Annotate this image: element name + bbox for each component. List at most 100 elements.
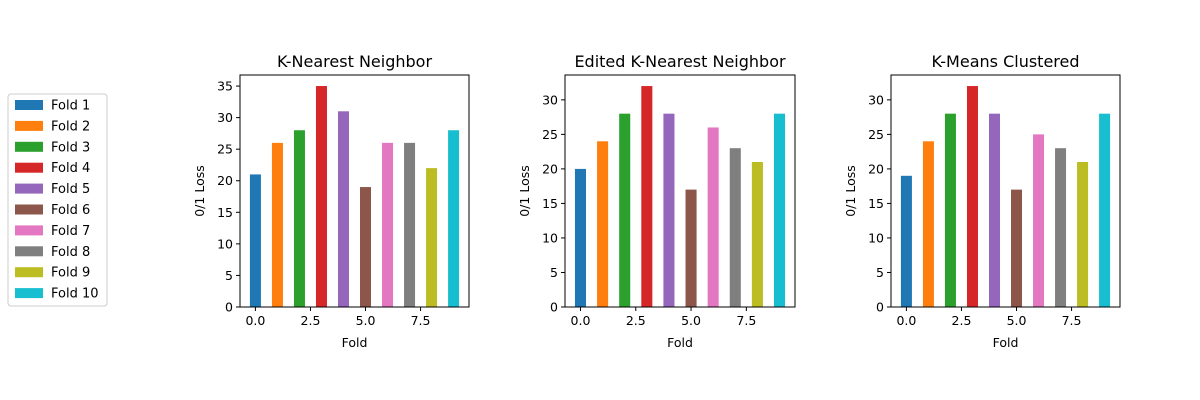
y-axis-label: 0/1 Loss (192, 165, 207, 217)
x-tick-label: 5.0 (356, 313, 376, 328)
bar (663, 113, 675, 308)
x-tick-label: 5.0 (681, 313, 701, 328)
y-tick-label: 5 (550, 265, 558, 280)
y-tick-label: 20 (217, 173, 233, 188)
legend-swatch (15, 267, 43, 278)
bar (404, 142, 416, 307)
x-tick-label: 7.5 (736, 313, 756, 328)
bar (574, 168, 587, 307)
legend-swatch (15, 100, 43, 110)
y-tick-label: 35 (217, 79, 233, 94)
y-tick-label: 15 (868, 196, 884, 211)
bar (1055, 148, 1067, 307)
x-tick-label: 2.5 (301, 313, 321, 328)
legend-entry: Fold 5 (51, 182, 90, 197)
y-tick-label: 20 (868, 161, 884, 176)
x-tick-label: 7.5 (1062, 313, 1082, 328)
legend-swatch (15, 246, 43, 257)
y-tick-label: 30 (217, 110, 233, 125)
x-tick-label: 0.0 (571, 313, 591, 328)
y-tick-label: 10 (217, 236, 233, 251)
bar (966, 86, 978, 307)
legend-entry: Fold 1 (51, 99, 90, 114)
legend-entry: Fold 3 (51, 140, 90, 155)
bar (1011, 189, 1023, 307)
y-tick-label: 25 (542, 127, 558, 142)
y-tick-label: 0 (225, 300, 233, 315)
x-axis-label: Fold (667, 335, 693, 350)
y-tick-label: 5 (225, 268, 233, 283)
bar (619, 113, 631, 308)
y-axis-label: 0/1 Loss (517, 165, 532, 217)
legend-entry: Fold 9 (51, 266, 90, 281)
legend-swatch (15, 120, 43, 131)
bar (315, 86, 327, 307)
y-tick-label: 25 (217, 142, 233, 157)
y-tick-label: 15 (217, 205, 233, 220)
bar (685, 189, 697, 307)
subplot-1: 0.0 2.5 5.0 7.5 0 5 10 15 20 25 30 35 K-Nearest Neig… (192, 52, 470, 350)
legend-swatch (15, 183, 43, 194)
subplot-3: 0.0 2.5 5.0 7.5 0 5 10 15 20 25 30 K-Means Clustere… (843, 52, 1121, 350)
y-tick-label: 10 (542, 230, 558, 245)
chart-title: K-Nearest Neighbor (277, 52, 432, 71)
legend-swatch (15, 204, 43, 215)
x-axis-label: Fold (993, 335, 1019, 350)
bar (922, 141, 934, 307)
bar (751, 162, 763, 307)
y-tick-label: 30 (542, 92, 558, 107)
legend-swatch (15, 225, 43, 236)
x-tick-label: 2.5 (626, 313, 646, 328)
legend-swatch (15, 162, 43, 173)
x-tick-label: 2.5 (952, 313, 972, 328)
bar (293, 130, 305, 307)
y-tick-label: 25 (868, 127, 884, 142)
bar (597, 141, 609, 307)
x-tick-label: 7.5 (411, 313, 431, 328)
bar (426, 168, 438, 307)
x-tick-label: 0.0 (245, 313, 265, 328)
x-tick-label: 0.0 (896, 313, 916, 328)
bar (1099, 113, 1111, 308)
bar (1033, 134, 1045, 307)
y-tick-label: 20 (542, 161, 558, 176)
bar (729, 148, 741, 307)
y-tick-label: 5 (876, 265, 884, 280)
y-tick-label: 15 (542, 196, 558, 211)
subplot-2: 0.0 2.5 5.0 7.5 0 5 10 15 20 25 30 Edited K-Nearest… (517, 52, 796, 350)
axes-frame (239, 74, 470, 308)
legend-entry: Fold 10 (51, 287, 99, 302)
bar (707, 127, 719, 307)
y-tick-label: 0 (876, 300, 884, 315)
y-tick-label: 0 (550, 300, 558, 315)
legend-swatch (15, 288, 43, 299)
axes-frame (890, 74, 1121, 308)
chart-title: K-Means Clustered (931, 52, 1079, 71)
charts: 0.0 2.5 5.0 7.5 0 5 10 15 20 25 30 35 K-Nearest Neig… (192, 52, 1121, 350)
legend-swatch (15, 141, 43, 152)
bar (1077, 162, 1089, 307)
bar (448, 130, 460, 307)
bar (900, 175, 912, 307)
legend-entry: Fold 4 (51, 161, 90, 176)
chart-title: Edited K-Nearest Neighbor (574, 52, 786, 71)
bar (773, 113, 786, 308)
legend: Fold 1 Fold 2 Fold 3 Fold 4 Fold 5 Fold 6 Fold… (7, 93, 108, 307)
y-tick-label: 10 (868, 230, 884, 245)
bar (944, 113, 956, 308)
legend-entry: Fold 8 (51, 245, 90, 260)
bar (337, 111, 349, 307)
bar (249, 174, 261, 307)
bar (641, 86, 653, 307)
axes-frame (564, 74, 796, 308)
x-tick-label: 5.0 (1007, 313, 1027, 328)
y-tick-label: 30 (868, 92, 884, 107)
x-axis-label: Fold (342, 335, 368, 350)
legend-entry: Fold 7 (51, 224, 90, 239)
bar (988, 113, 1000, 308)
bar (382, 142, 394, 307)
bar (360, 187, 372, 307)
legend-entry: Fold 6 (51, 203, 90, 218)
legend-entry: Fold 2 (51, 119, 90, 134)
